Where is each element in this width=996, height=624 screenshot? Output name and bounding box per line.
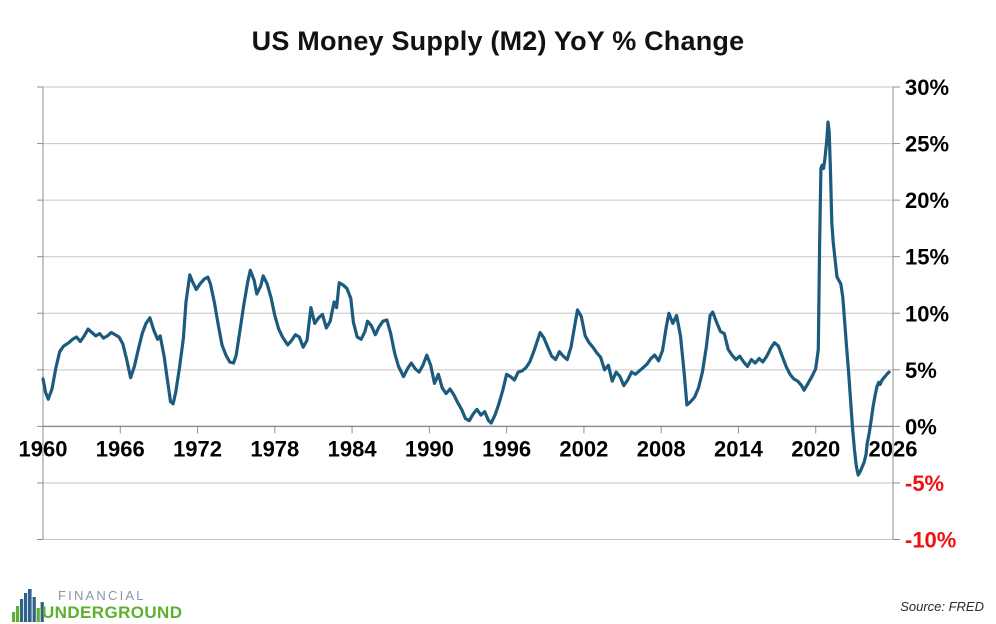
x-axis-label: 2002 (559, 436, 608, 461)
y-axis-label: 5% (905, 358, 937, 383)
x-axis-label: 1990 (405, 436, 454, 461)
x-axis-label: 2026 (869, 436, 918, 461)
x-axis-label: 1978 (250, 436, 299, 461)
skyline-bars (12, 589, 44, 622)
y-axis-label: 10% (905, 301, 949, 326)
y-axis-label: 15% (905, 245, 949, 270)
y-axis-label: 30% (905, 75, 949, 100)
y-axis-label: 25% (905, 132, 949, 157)
y-axis-label: 0% (905, 414, 937, 439)
y-axis-label: 20% (905, 188, 949, 213)
x-axis-label: 1984 (328, 436, 378, 461)
x-axis-label: 2008 (637, 436, 686, 461)
logo-brand-underground: UNDERGROUND (42, 603, 183, 622)
x-axis-label: 2020 (791, 436, 840, 461)
y-axis-label: -10% (905, 528, 956, 553)
source-note: Source: FRED (900, 599, 984, 614)
logo-text: FINANCIAL UNDERGROUND (42, 586, 182, 621)
x-axis-label: 2014 (714, 436, 764, 461)
y-axis-label: -5% (905, 471, 944, 496)
logo-brand-financial: FINANCIAL (58, 588, 146, 603)
x-axis-label: 1960 (19, 436, 68, 461)
x-axis-label: 1996 (482, 436, 531, 461)
financial-underground-logo: FINANCIAL UNDERGROUND (12, 586, 182, 622)
m2-yoy-line (41, 120, 891, 477)
x-axis-label: 1966 (96, 436, 145, 461)
chart-title: US Money Supply (M2) YoY % Change (251, 26, 745, 56)
skyline-icon (12, 589, 44, 622)
x-axis-label: 1972 (173, 436, 222, 461)
